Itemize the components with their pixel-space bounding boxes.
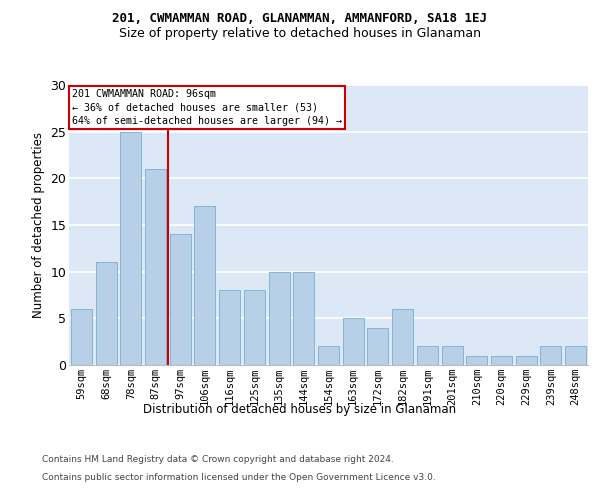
Bar bbox=[71, 309, 92, 365]
Bar bbox=[466, 356, 487, 365]
Text: 201 CWMAMMAN ROAD: 96sqm
← 36% of detached houses are smaller (53)
64% of semi-d: 201 CWMAMMAN ROAD: 96sqm ← 36% of detach… bbox=[71, 89, 341, 126]
Bar bbox=[565, 346, 586, 365]
Bar bbox=[392, 309, 413, 365]
Bar bbox=[491, 356, 512, 365]
Text: Distribution of detached houses by size in Glanaman: Distribution of detached houses by size … bbox=[143, 402, 457, 415]
Text: Contains HM Land Registry data © Crown copyright and database right 2024.: Contains HM Land Registry data © Crown c… bbox=[42, 455, 394, 464]
Y-axis label: Number of detached properties: Number of detached properties bbox=[32, 132, 45, 318]
Bar bbox=[293, 272, 314, 365]
Bar bbox=[442, 346, 463, 365]
Bar bbox=[219, 290, 240, 365]
Bar bbox=[343, 318, 364, 365]
Bar bbox=[120, 132, 141, 365]
Bar bbox=[318, 346, 339, 365]
Bar bbox=[194, 206, 215, 365]
Text: Contains public sector information licensed under the Open Government Licence v3: Contains public sector information licen… bbox=[42, 472, 436, 482]
Bar bbox=[95, 262, 116, 365]
Bar bbox=[367, 328, 388, 365]
Bar bbox=[269, 272, 290, 365]
Bar bbox=[244, 290, 265, 365]
Bar bbox=[516, 356, 537, 365]
Text: 201, CWMAMMAN ROAD, GLANAMMAN, AMMANFORD, SA18 1EJ: 201, CWMAMMAN ROAD, GLANAMMAN, AMMANFORD… bbox=[113, 12, 487, 26]
Bar bbox=[170, 234, 191, 365]
Bar bbox=[541, 346, 562, 365]
Bar bbox=[145, 169, 166, 365]
Bar bbox=[417, 346, 438, 365]
Text: Size of property relative to detached houses in Glanaman: Size of property relative to detached ho… bbox=[119, 28, 481, 40]
